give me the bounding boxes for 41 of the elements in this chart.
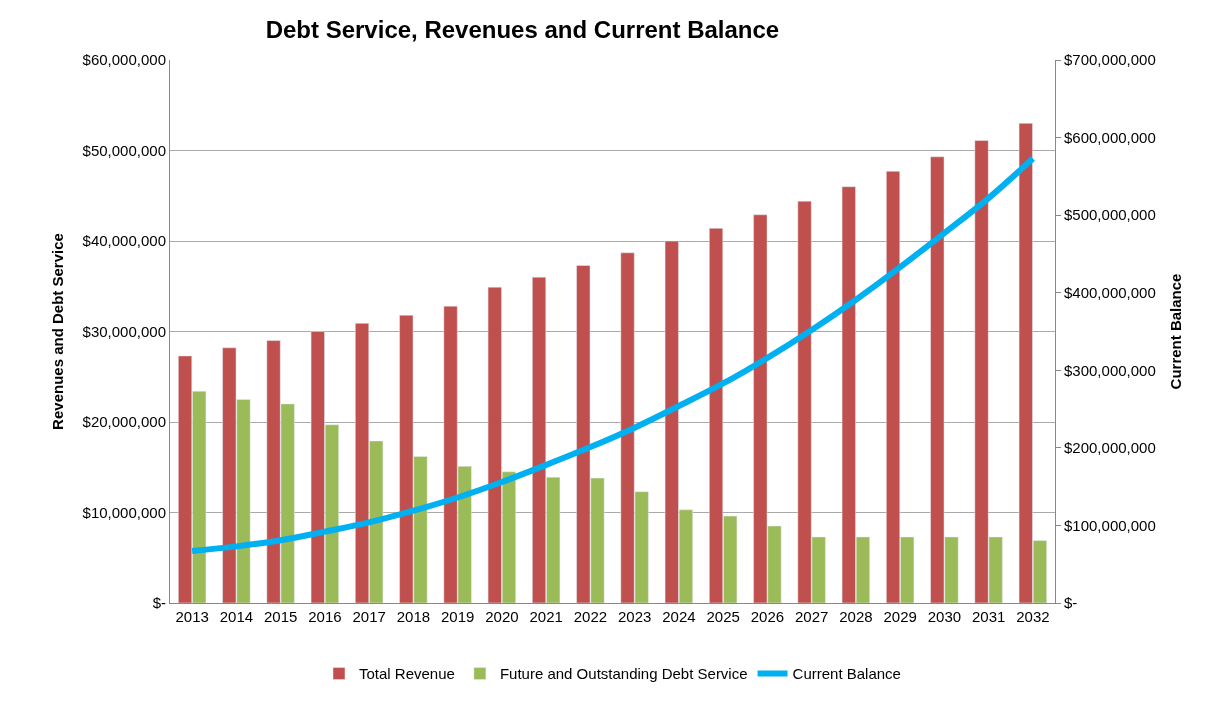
x-tick-label: 2019 [440,608,475,625]
x-tick-label: 2028 [839,608,873,625]
x-tick-label: 2018 [396,608,431,625]
x-tick-label: 2013 [175,608,209,625]
y2-tick-label: $400,000,000 [1064,283,1156,301]
y2-tick-label: $300,000,000 [1064,361,1156,379]
x-tick-label: 2021 [529,608,563,625]
x-tick-label: 2024 [662,608,696,625]
x-tick-label: 2030 [927,608,962,625]
legend-label: Total Revenue [359,665,455,683]
chart-title: Debt Service, Revenues and Current Balance [265,15,780,43]
x-tick-label: 2027 [794,608,829,625]
x-tick-label: 2031 [971,608,1006,625]
y-tick-label: $30,000,000 [82,322,166,340]
y2-tick-label: $600,000,000 [1064,128,1156,146]
x-tick-label: 2026 [750,608,785,625]
x-tick-label: 2025 [706,608,740,625]
x-tick-label: 2032 [1016,608,1050,625]
y-tick-label: $20,000,000 [82,413,166,431]
y-tick-label: $60,000,000 [82,51,166,69]
x-tick-label: 2014 [219,608,254,625]
y-axis-title: Revenues and Debt Service [48,233,66,430]
y-tick-label: $40,000,000 [82,232,166,250]
y2-tick-label: $700,000,000 [1064,51,1156,69]
x-tick-label: 2017 [352,608,386,625]
y2-tick-label: $- [1064,594,1078,612]
y-tick-label: $10,000,000 [82,503,166,521]
y-tick-label: $50,000,000 [82,141,166,159]
y-tick-label: $- [152,594,166,612]
x-tick-label: 2015 [263,608,298,625]
x-tick-label: 2016 [308,608,342,625]
x-tick-label: 2020 [485,608,519,625]
x-tick-label: 2022 [573,608,608,625]
y2-tick-label: $100,000,000 [1064,516,1156,534]
x-tick-label: 2023 [617,608,652,625]
y2-tick-label: $500,000,000 [1064,206,1156,224]
y2-tick-label: $200,000,000 [1064,439,1156,457]
y2-axis-title: Current Balance [1166,273,1184,390]
legend-label: Future and Outstanding Debt Service [499,665,748,683]
legend-label: Current Balance [792,665,901,683]
x-tick-label: 2029 [883,608,917,625]
